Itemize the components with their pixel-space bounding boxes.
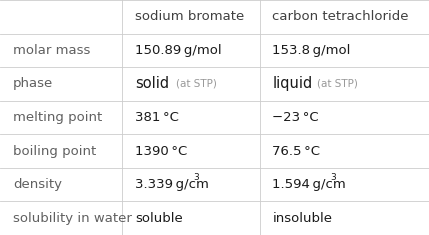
Text: 3.339 g/cm: 3.339 g/cm	[135, 178, 209, 191]
Text: sodium bromate: sodium bromate	[135, 10, 245, 23]
Text: 3: 3	[193, 173, 199, 182]
Text: liquid: liquid	[272, 76, 313, 91]
Text: solubility in water: solubility in water	[13, 212, 132, 225]
Text: solid: solid	[135, 76, 169, 91]
Text: 381 °C: 381 °C	[135, 111, 179, 124]
Text: phase: phase	[13, 77, 53, 90]
Text: 153.8 g/mol: 153.8 g/mol	[272, 44, 351, 57]
Text: molar mass: molar mass	[13, 44, 90, 57]
Text: 3: 3	[330, 173, 336, 182]
Text: (at STP): (at STP)	[176, 79, 217, 89]
Text: insoluble: insoluble	[272, 212, 332, 225]
Text: −23 °C: −23 °C	[272, 111, 319, 124]
Text: 76.5 °C: 76.5 °C	[272, 145, 320, 158]
Text: carbon tetrachloride: carbon tetrachloride	[272, 10, 409, 23]
Text: soluble: soluble	[135, 212, 183, 225]
Text: 150.89 g/mol: 150.89 g/mol	[135, 44, 222, 57]
Text: melting point: melting point	[13, 111, 102, 124]
Text: 1390 °C: 1390 °C	[135, 145, 187, 158]
Text: (at STP): (at STP)	[317, 79, 358, 89]
Text: density: density	[13, 178, 62, 191]
Text: 1.594 g/cm: 1.594 g/cm	[272, 178, 346, 191]
Text: boiling point: boiling point	[13, 145, 96, 158]
